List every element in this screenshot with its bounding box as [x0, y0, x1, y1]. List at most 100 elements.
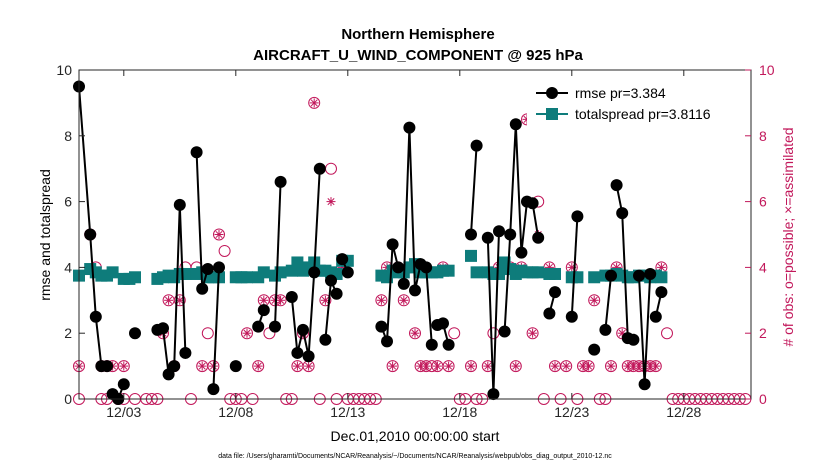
obs-assimilated-stroke	[120, 362, 128, 370]
rmse-line	[604, 275, 612, 331]
rmse-point	[549, 286, 561, 299]
obs-assimilated-stroke	[422, 362, 430, 370]
obs-assimilated-stroke	[417, 362, 425, 370]
obs-assimilated-stroke	[327, 198, 335, 206]
rmse-point	[633, 269, 645, 282]
x-tick-label: 12/03	[106, 404, 141, 420]
obs-assimilated-stroke	[652, 362, 660, 370]
x-tick-label: 12/28	[666, 404, 701, 420]
obs-assimilated-point	[628, 361, 638, 371]
rmse-line	[570, 216, 579, 317]
data-file-footnote: data file: /Users/gharamti/Documents/NCA…	[218, 453, 612, 460]
obs-assimilated-point	[606, 361, 616, 371]
x-tick-label: 12/13	[330, 404, 365, 420]
rmse-point	[397, 277, 410, 290]
obs-possible-point	[213, 228, 225, 241]
rmse-point	[504, 228, 517, 241]
obs-assimilated-point	[651, 361, 661, 371]
obs-assimilated-point	[528, 328, 538, 338]
obs-assimilated-stroke	[377, 296, 385, 304]
obs-assimilated-stroke	[293, 362, 301, 370]
rmse-line	[290, 168, 321, 357]
axis-ticks: 12/03 12/08 12/13 12/18 12/23 12/28 0 2 4 6 8 10 0 2 4…	[56, 62, 774, 420]
rmse-point	[526, 197, 539, 210]
obs-assimilated-point	[444, 361, 454, 371]
obs-assimilated-point	[292, 361, 302, 371]
rmse-point	[213, 261, 225, 274]
rmse-line	[274, 181, 282, 327]
rmse-point	[470, 139, 483, 152]
y-tick-label: 2	[64, 325, 72, 341]
obs-possible-point	[319, 294, 332, 307]
obs-possible-point	[117, 360, 130, 373]
obs-assimilated-stroke	[512, 362, 520, 370]
totalspread-point	[465, 249, 477, 262]
rmse-point	[649, 310, 662, 323]
rmse-point	[157, 322, 169, 335]
rmse-line	[425, 267, 433, 345]
rmse-point	[605, 269, 617, 282]
obs-assimilated-stroke	[433, 362, 441, 370]
legend: rmse pr=3.384 totalspread pr=3.8116	[527, 82, 741, 128]
totalspread-point	[129, 271, 141, 284]
rmse-point	[638, 378, 651, 391]
legend-rmse-label: rmse pr=3.384	[575, 85, 666, 101]
y-tick-label: 0	[64, 391, 72, 407]
y2-tick-label: 6	[759, 194, 767, 210]
rmse-point	[179, 346, 192, 359]
obs-assimilated-point	[584, 361, 594, 371]
rmse-point	[302, 350, 315, 363]
y-axis-label: rmse and totalspread	[37, 169, 53, 301]
rmse-point	[325, 274, 337, 287]
obs-possible-point	[386, 360, 399, 373]
plot-frame	[78, 69, 752, 400]
rmse-point	[269, 320, 281, 333]
rmse-point	[655, 286, 668, 299]
obs-assimilated-stroke	[657, 263, 665, 271]
x-tick-label: 12/18	[442, 404, 477, 420]
legend-box	[527, 82, 741, 128]
rmse-point	[84, 228, 97, 241]
x-tick-label: 12/08	[218, 404, 253, 420]
obs-assimilated-stroke	[484, 362, 492, 370]
obs-assimilated-point	[410, 328, 420, 338]
obs-assimilated-point	[561, 361, 571, 371]
obs-assimilated-stroke	[562, 362, 570, 370]
rmse-point	[493, 225, 505, 238]
rmse-point	[190, 146, 203, 159]
rmse-point	[437, 317, 449, 330]
rmse-point	[341, 266, 354, 279]
obs-assimilated-stroke	[635, 362, 643, 370]
obs-assimilated-point	[376, 295, 386, 305]
rmse-point	[543, 307, 556, 320]
y2-axis-label: # of obs: o=possible; ×=assimilated	[780, 127, 796, 346]
totalspread-point	[655, 271, 668, 284]
y2-tick-label: 4	[759, 259, 767, 275]
rmse-point	[481, 231, 494, 244]
obs-possible-point	[241, 327, 253, 340]
rmse-point	[252, 320, 265, 333]
rmse-point	[616, 207, 629, 220]
obs-assimilated-stroke	[445, 362, 453, 370]
obs-possible-point	[173, 294, 186, 307]
rmse-point	[465, 228, 477, 241]
rmse-line	[470, 145, 478, 235]
obs-assimilated-stroke	[277, 296, 285, 304]
obs-assimilated-point	[326, 197, 336, 207]
obs-possible-point	[560, 360, 573, 373]
rmse-point	[285, 291, 298, 304]
totalspread-point	[257, 266, 270, 279]
obs-possible-point	[509, 360, 522, 373]
rmse-point	[588, 343, 601, 356]
obs-possible-point	[526, 327, 539, 340]
totalspread-point	[493, 267, 505, 280]
obs-assimilated-point	[388, 361, 398, 371]
rmse-point	[392, 261, 405, 274]
obs-assimilated-stroke	[198, 362, 206, 370]
obs-assimilated-stroke	[400, 296, 408, 304]
obs-assimilated-point	[399, 295, 409, 305]
obs-assimilated-stroke	[624, 362, 632, 370]
rmse-point	[129, 327, 141, 340]
obs-assimilated-stroke	[646, 362, 654, 370]
